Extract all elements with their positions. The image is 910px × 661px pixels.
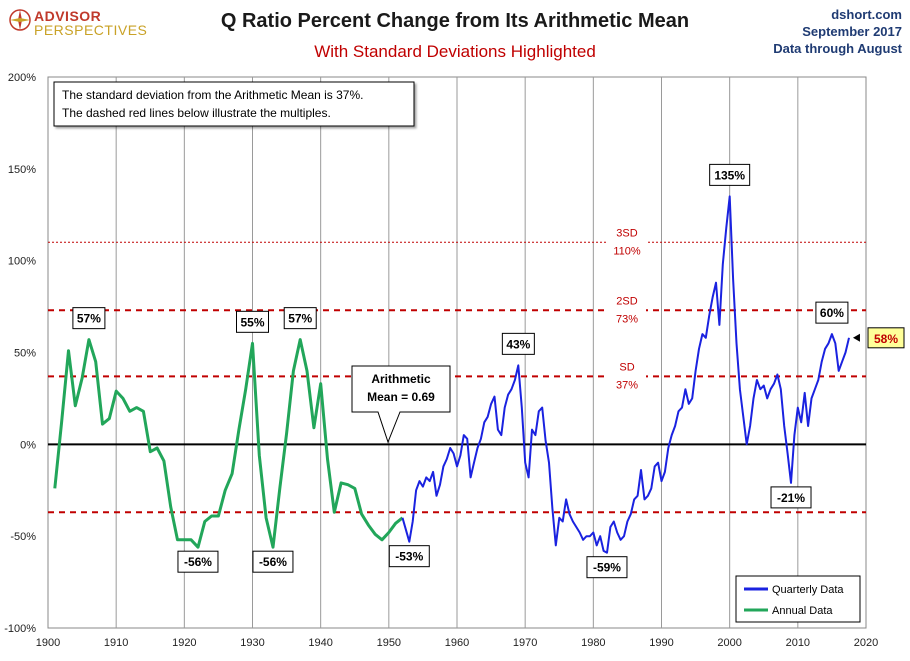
- sd-label-value: 73%: [616, 313, 638, 325]
- value-annotation-box: [501, 332, 535, 355]
- x-tick-label: 2010: [786, 637, 810, 649]
- value-annotation-label: -56%: [184, 555, 212, 569]
- compass-icon: [9, 9, 31, 31]
- x-tick-label: 1950: [377, 637, 401, 649]
- x-tick-label: 1990: [649, 637, 673, 649]
- legend-label: Quarterly Data: [772, 584, 844, 596]
- sd-label-bg: [608, 362, 646, 393]
- value-annotation-label: 55%: [240, 315, 264, 329]
- note-line: The dashed red lines below illustrate th…: [62, 106, 331, 120]
- value-annotation-label: 57%: [288, 312, 312, 326]
- value-annotation-label: -59%: [593, 561, 621, 575]
- value-annotation-box: [72, 307, 106, 330]
- value-annotation-box: [252, 550, 294, 573]
- logo-line2: PERSPECTIVES: [34, 22, 148, 38]
- value-annotation-box: [770, 486, 812, 509]
- value-annotation-box: [283, 307, 317, 330]
- y-tick-label: -50%: [10, 531, 36, 543]
- y-tick-label: 50%: [14, 348, 36, 360]
- sd-label-name: 3SD: [616, 227, 637, 239]
- sd-label-bg: [608, 296, 646, 327]
- source-block: dshort.com September 2017 Data through A…: [773, 6, 902, 57]
- value-annotation-box: [586, 556, 628, 579]
- note-line: The standard deviation from the Arithmet…: [62, 88, 363, 102]
- x-tick-label: 1900: [36, 637, 60, 649]
- x-tick-label: 1980: [581, 637, 605, 649]
- value-annotation-box: [177, 550, 219, 573]
- x-tick-label: 1920: [172, 637, 196, 649]
- annual-data-line: [53, 338, 404, 549]
- value-annotation-box: [388, 545, 430, 568]
- value-annotation-label: 135%: [714, 168, 745, 182]
- mean-callout-box: [351, 365, 451, 444]
- sd-label-value: 37%: [616, 379, 638, 391]
- legend-label: Annual Data: [772, 605, 833, 617]
- value-annotation-label: -53%: [395, 550, 423, 564]
- quarterly-data-line: [401, 195, 850, 554]
- value-annotation-label: 57%: [77, 312, 101, 326]
- value-annotation-label: 60%: [820, 306, 844, 320]
- chart-subtitle: With Standard Deviations Highlighted: [314, 42, 596, 61]
- y-tick-label: 100%: [8, 256, 36, 268]
- advisor-perspectives-logo: ADVISOR PERSPECTIVES: [8, 8, 147, 42]
- chart-title: Q Ratio Percent Change from Its Arithmet…: [220, 10, 690, 32]
- x-tick-label: 1910: [104, 637, 128, 649]
- value-annotation-box: [236, 310, 269, 333]
- y-tick-label: 200%: [8, 72, 36, 84]
- sd-label-value: 110%: [613, 245, 641, 257]
- mean-callout-line: Mean = 0.69: [367, 390, 435, 404]
- x-tick-label: 1930: [240, 637, 264, 649]
- date-label: September 2017: [802, 24, 902, 39]
- source-label: dshort.com: [831, 7, 902, 22]
- y-tick-label: -100%: [4, 623, 36, 635]
- note-box: [53, 81, 415, 127]
- sd-label-bg: [608, 228, 646, 259]
- latest-value-arrow: [852, 333, 860, 342]
- x-tick-label: 1970: [513, 637, 537, 649]
- y-tick-label: 0%: [20, 439, 36, 451]
- latest-value-label: 58%: [874, 332, 898, 346]
- y-tick-label: 150%: [8, 164, 36, 176]
- x-tick-label: 1940: [308, 637, 332, 649]
- sd-label-name: SD: [619, 361, 634, 373]
- x-tick-label: 1960: [445, 637, 469, 649]
- latest-value-box: [867, 327, 905, 349]
- mean-callout-line: Arithmetic: [371, 372, 431, 386]
- x-tick-label: 2020: [854, 637, 878, 649]
- value-annotation-label: -21%: [777, 491, 805, 505]
- logo-line1: ADVISOR: [34, 8, 102, 24]
- x-tick-label: 2000: [717, 637, 741, 649]
- legend-box: [735, 575, 861, 623]
- data-through-label: Data through August: [773, 41, 902, 56]
- value-annotation-box: [709, 163, 751, 186]
- sd-label-name: 2SD: [616, 295, 637, 307]
- value-annotation-box: [815, 301, 849, 324]
- value-annotation-label: -56%: [259, 555, 287, 569]
- value-annotation-label: 43%: [506, 337, 530, 351]
